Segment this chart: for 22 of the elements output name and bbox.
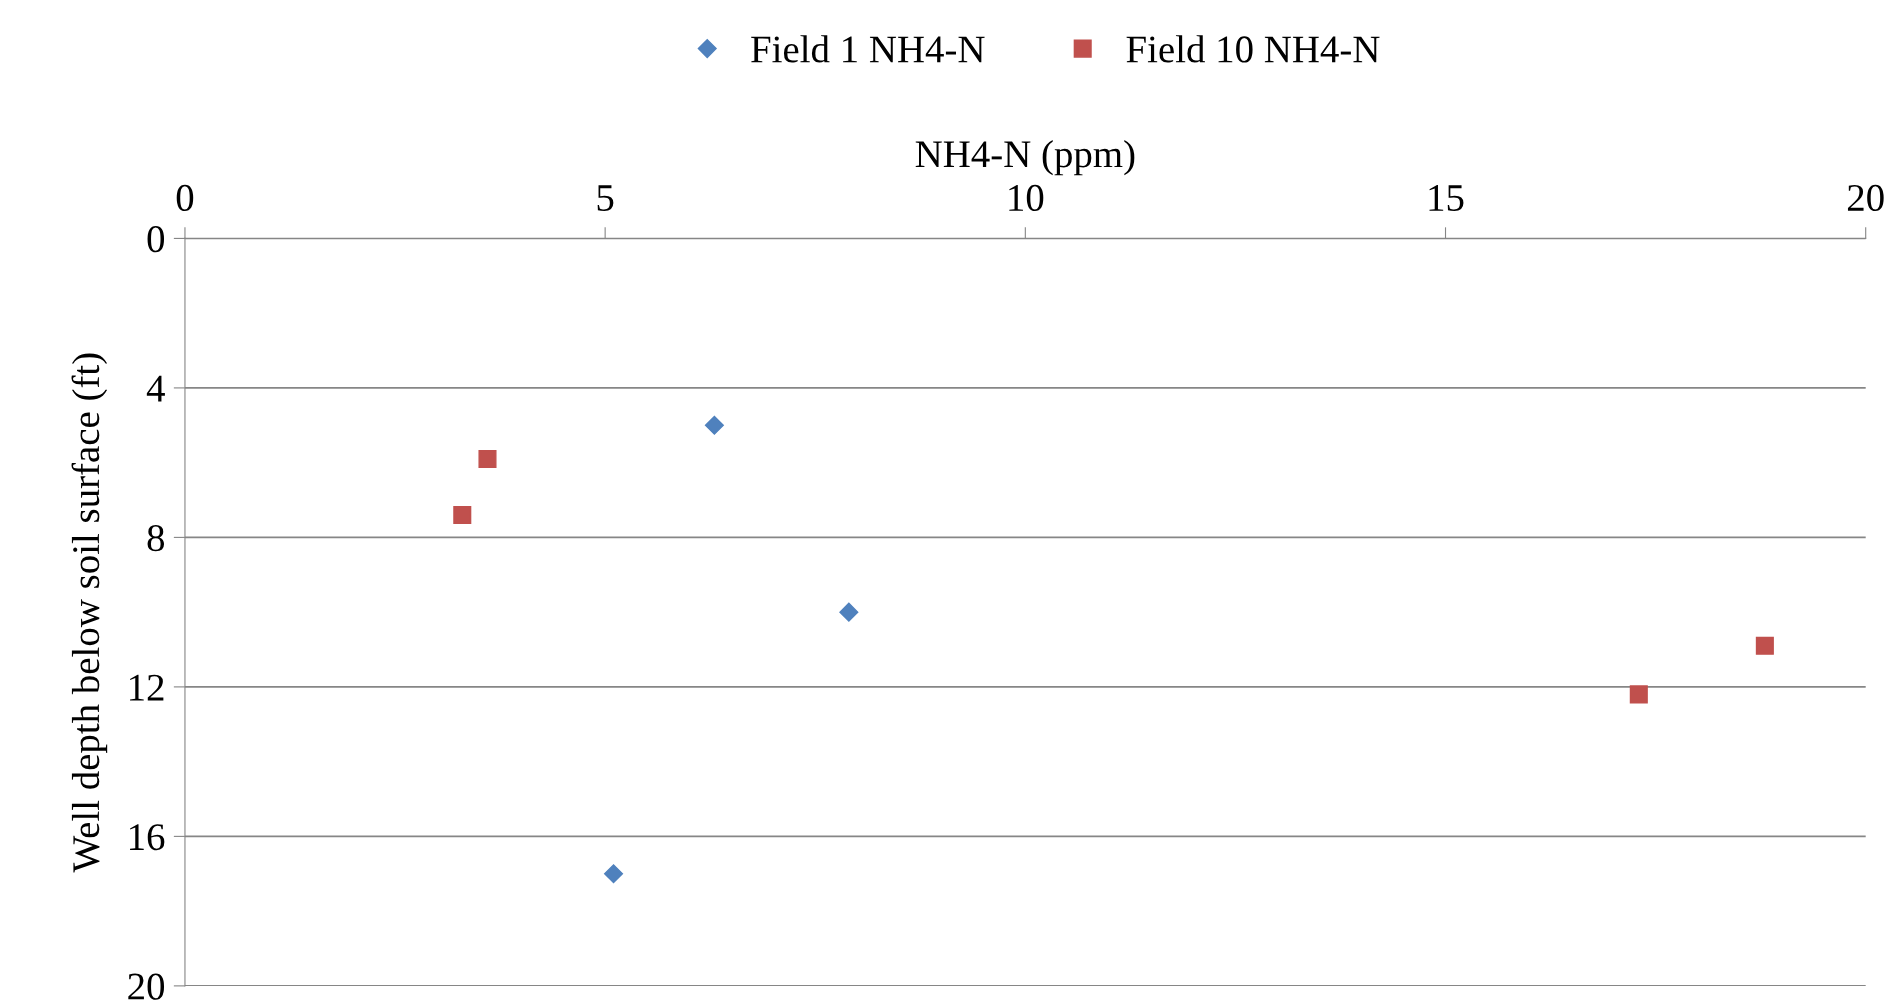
x-tick-label: 20	[1847, 184, 1884, 212]
y-axis-title: Well depth below soil surface (ft)	[71, 353, 108, 873]
y-tick-label: 4	[146, 375, 165, 402]
y-tick-label: 8	[147, 525, 165, 552]
y-tick-label: 0	[147, 226, 165, 253]
x-tick-label: 15	[1429, 185, 1464, 212]
point	[1755, 636, 1774, 655]
point	[704, 415, 724, 435]
x-tick-label: 0	[176, 184, 194, 212]
y-tick-label: 16	[130, 824, 165, 851]
legend-label: Field 10 NH4-N	[1126, 35, 1380, 63]
legend-label: Field 1 NH4-N	[751, 35, 985, 63]
x-tick-label: 5	[597, 185, 614, 212]
x-axis-title: NH4-N (ppm)	[915, 140, 1135, 176]
y-tick-label: 20	[128, 973, 165, 1000]
y-tick-label: 12	[130, 674, 164, 701]
point	[1629, 685, 1648, 704]
point	[478, 449, 497, 468]
point	[839, 602, 859, 622]
point	[453, 505, 472, 525]
point	[604, 864, 624, 884]
x-tick-label: 10	[1009, 184, 1044, 212]
